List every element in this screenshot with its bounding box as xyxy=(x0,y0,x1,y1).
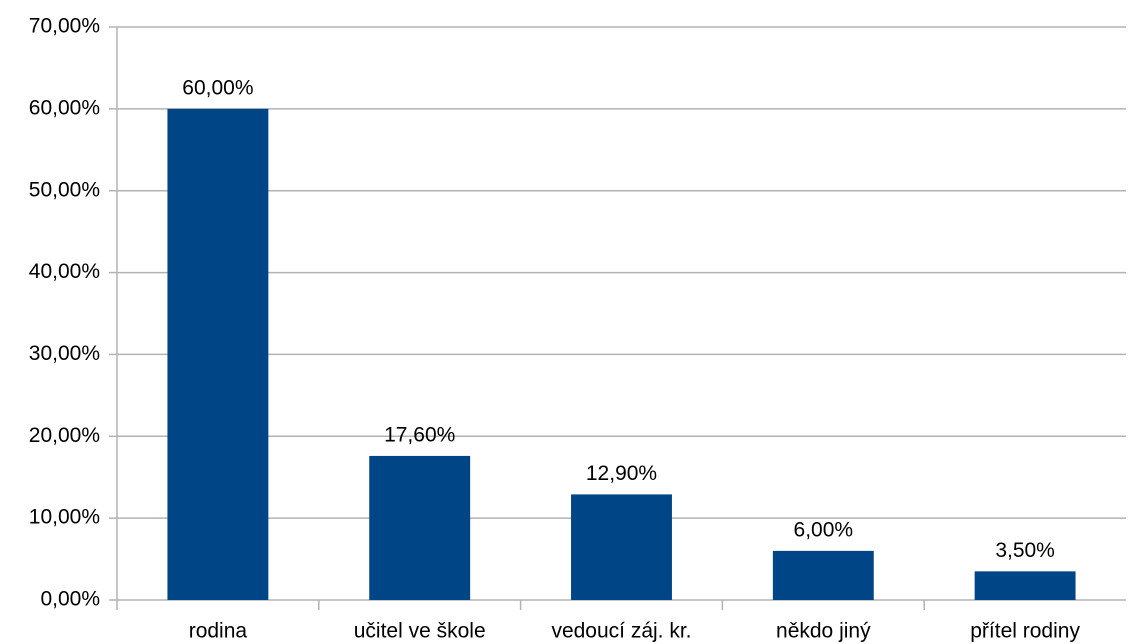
y-tick-label: 50,00% xyxy=(29,178,100,201)
bar xyxy=(974,571,1076,600)
bar xyxy=(772,550,874,600)
data-label: 12,90% xyxy=(586,462,657,485)
data-label: 17,60% xyxy=(384,423,455,446)
x-tick-label: přítel rodiny xyxy=(970,620,1080,643)
y-tick-label: 30,00% xyxy=(29,342,100,365)
x-tick-label: někdo jiný xyxy=(776,620,871,643)
bar xyxy=(571,494,672,600)
y-tick-label: 20,00% xyxy=(29,424,100,447)
data-label: 3,50% xyxy=(995,539,1055,562)
y-tick-label: 0,00% xyxy=(40,588,100,611)
data-label: 6,00% xyxy=(794,518,854,541)
bar xyxy=(369,455,471,600)
y-tick-label: 40,00% xyxy=(29,260,100,283)
x-tick-label: učitel ve škole xyxy=(354,620,486,643)
x-tick-label: vedoucí záj. kr. xyxy=(551,620,691,643)
y-tick-label: 10,00% xyxy=(29,506,100,529)
bar xyxy=(167,108,269,600)
y-tick-label: 60,00% xyxy=(29,96,100,119)
x-tick-label: rodina xyxy=(189,620,248,643)
data-label: 60,00% xyxy=(182,76,253,99)
y-tick-label: 70,00% xyxy=(29,15,100,38)
